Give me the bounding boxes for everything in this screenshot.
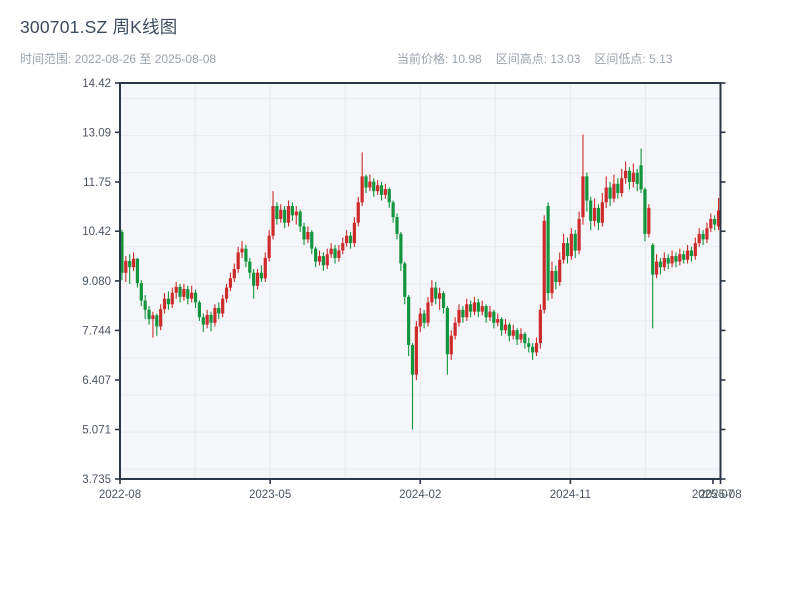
svg-text:11.75: 11.75	[83, 177, 111, 189]
range-high-label: 区间高点: 13.03	[495, 52, 581, 66]
svg-text:14.42: 14.42	[82, 78, 111, 90]
svg-text:3.735: 3.735	[82, 474, 111, 486]
svg-text:13.09: 13.09	[82, 127, 111, 139]
svg-text:9.080: 9.080	[82, 276, 111, 288]
svg-text:2025-07: 2025-07	[692, 489, 734, 501]
svg-text:7.744: 7.744	[82, 325, 111, 337]
svg-text:5.071: 5.071	[82, 424, 111, 436]
svg-text:2023-05: 2023-05	[249, 489, 291, 501]
svg-text:6.407: 6.407	[82, 375, 111, 387]
svg-text:2024-02: 2024-02	[399, 489, 441, 501]
svg-text:2022-08: 2022-08	[99, 489, 141, 501]
svg-text:10.42: 10.42	[82, 226, 111, 238]
svg-text:2024-11: 2024-11	[550, 489, 591, 501]
svg-text:2025-08: 2025-08	[699, 489, 741, 501]
range-low-label: 区间低点: 5.13	[594, 52, 673, 66]
price-summary-row: 当前价格: 10.98 区间高点: 13.03 区间低点: 5.13	[397, 50, 672, 67]
current-price-label: 当前价格: 10.98	[397, 52, 482, 66]
date-range-label: 时间范围: 2022-08-26 至 2025-08-08	[20, 52, 217, 66]
page-title: 300701.SZ 周K线图	[20, 17, 178, 37]
